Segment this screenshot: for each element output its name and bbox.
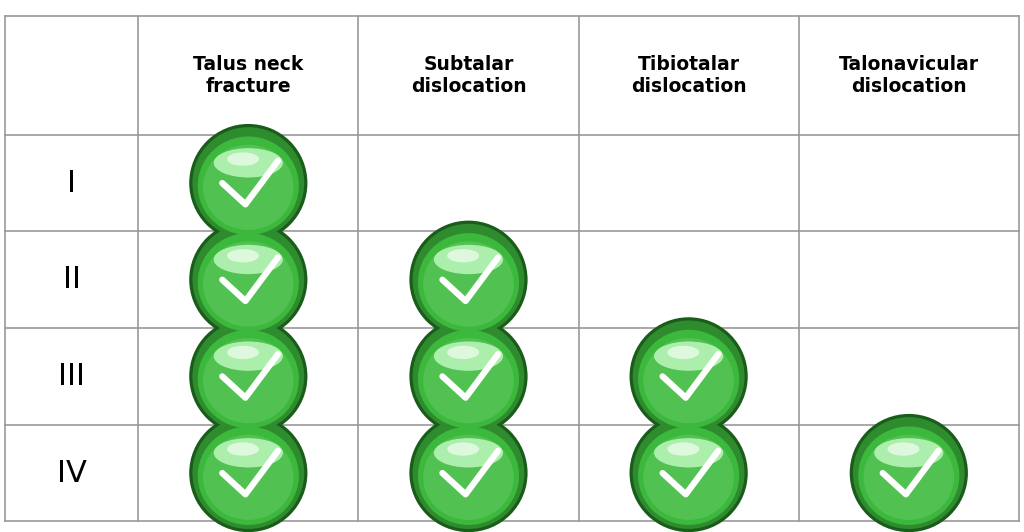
Ellipse shape xyxy=(863,435,954,520)
Ellipse shape xyxy=(643,435,734,520)
Ellipse shape xyxy=(434,342,503,371)
Ellipse shape xyxy=(423,338,514,423)
Text: Talus neck
fracture: Talus neck fracture xyxy=(194,55,303,96)
Ellipse shape xyxy=(227,249,259,262)
Ellipse shape xyxy=(418,233,519,331)
Ellipse shape xyxy=(413,417,524,529)
Ellipse shape xyxy=(853,417,965,529)
Ellipse shape xyxy=(888,443,920,456)
Ellipse shape xyxy=(410,221,527,339)
Text: IV: IV xyxy=(56,459,87,487)
Ellipse shape xyxy=(410,317,527,436)
Ellipse shape xyxy=(203,338,294,423)
Ellipse shape xyxy=(203,242,294,327)
Ellipse shape xyxy=(198,427,299,525)
Text: III: III xyxy=(58,362,85,391)
Ellipse shape xyxy=(423,435,514,520)
Ellipse shape xyxy=(638,427,739,525)
Ellipse shape xyxy=(434,245,503,274)
Ellipse shape xyxy=(203,435,294,520)
Ellipse shape xyxy=(214,342,283,371)
Ellipse shape xyxy=(638,330,739,428)
Ellipse shape xyxy=(214,148,283,178)
Ellipse shape xyxy=(198,137,299,235)
Ellipse shape xyxy=(413,320,524,433)
Text: Talonavicular
dislocation: Talonavicular dislocation xyxy=(839,55,979,96)
Ellipse shape xyxy=(203,145,294,230)
Ellipse shape xyxy=(189,414,307,532)
Text: Subtalar
dislocation: Subtalar dislocation xyxy=(411,55,526,96)
Ellipse shape xyxy=(418,427,519,525)
Ellipse shape xyxy=(198,233,299,331)
Ellipse shape xyxy=(630,414,748,532)
Ellipse shape xyxy=(410,414,527,532)
Ellipse shape xyxy=(447,443,479,456)
Ellipse shape xyxy=(227,346,259,359)
Ellipse shape xyxy=(850,414,968,532)
Ellipse shape xyxy=(193,127,304,239)
Ellipse shape xyxy=(189,317,307,436)
Ellipse shape xyxy=(413,224,524,336)
Ellipse shape xyxy=(193,417,304,529)
Ellipse shape xyxy=(633,417,744,529)
Ellipse shape xyxy=(654,342,723,371)
Ellipse shape xyxy=(189,124,307,242)
Ellipse shape xyxy=(434,438,503,468)
Text: I: I xyxy=(68,169,76,197)
Ellipse shape xyxy=(643,338,734,423)
Ellipse shape xyxy=(633,320,744,433)
Ellipse shape xyxy=(874,438,943,468)
Ellipse shape xyxy=(193,320,304,433)
Ellipse shape xyxy=(214,245,283,274)
Ellipse shape xyxy=(193,224,304,336)
Ellipse shape xyxy=(630,317,748,436)
Ellipse shape xyxy=(418,330,519,428)
Ellipse shape xyxy=(189,221,307,339)
Text: Tibiotalar
dislocation: Tibiotalar dislocation xyxy=(631,55,746,96)
Ellipse shape xyxy=(423,242,514,327)
Ellipse shape xyxy=(198,330,299,428)
Ellipse shape xyxy=(858,427,959,525)
Ellipse shape xyxy=(227,443,259,456)
Ellipse shape xyxy=(447,346,479,359)
Ellipse shape xyxy=(668,443,699,456)
Ellipse shape xyxy=(214,438,283,468)
Ellipse shape xyxy=(654,438,723,468)
Ellipse shape xyxy=(668,346,699,359)
Ellipse shape xyxy=(227,153,259,166)
Text: II: II xyxy=(62,265,81,294)
Ellipse shape xyxy=(447,249,479,262)
